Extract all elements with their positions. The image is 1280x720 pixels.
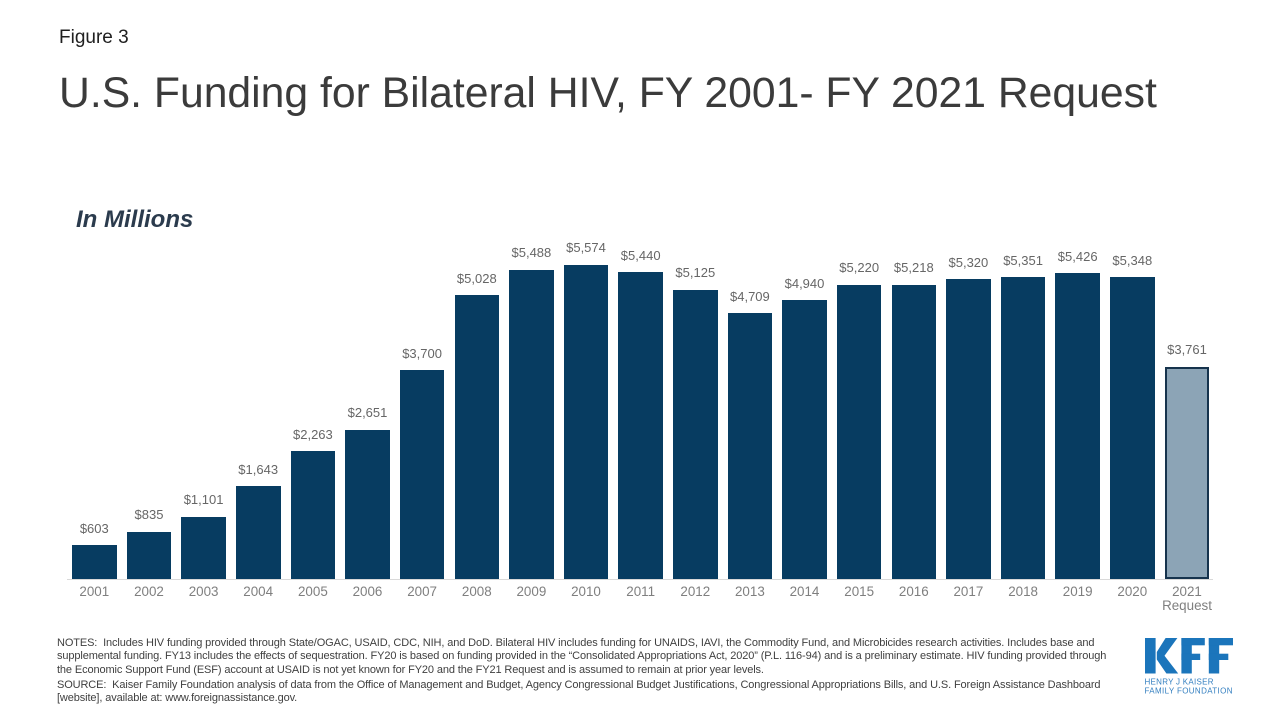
svg-text:HENRY J KAISER: HENRY J KAISER — [1145, 678, 1214, 687]
svg-text:FAMILY FOUNDATION: FAMILY FOUNDATION — [1145, 687, 1233, 696]
